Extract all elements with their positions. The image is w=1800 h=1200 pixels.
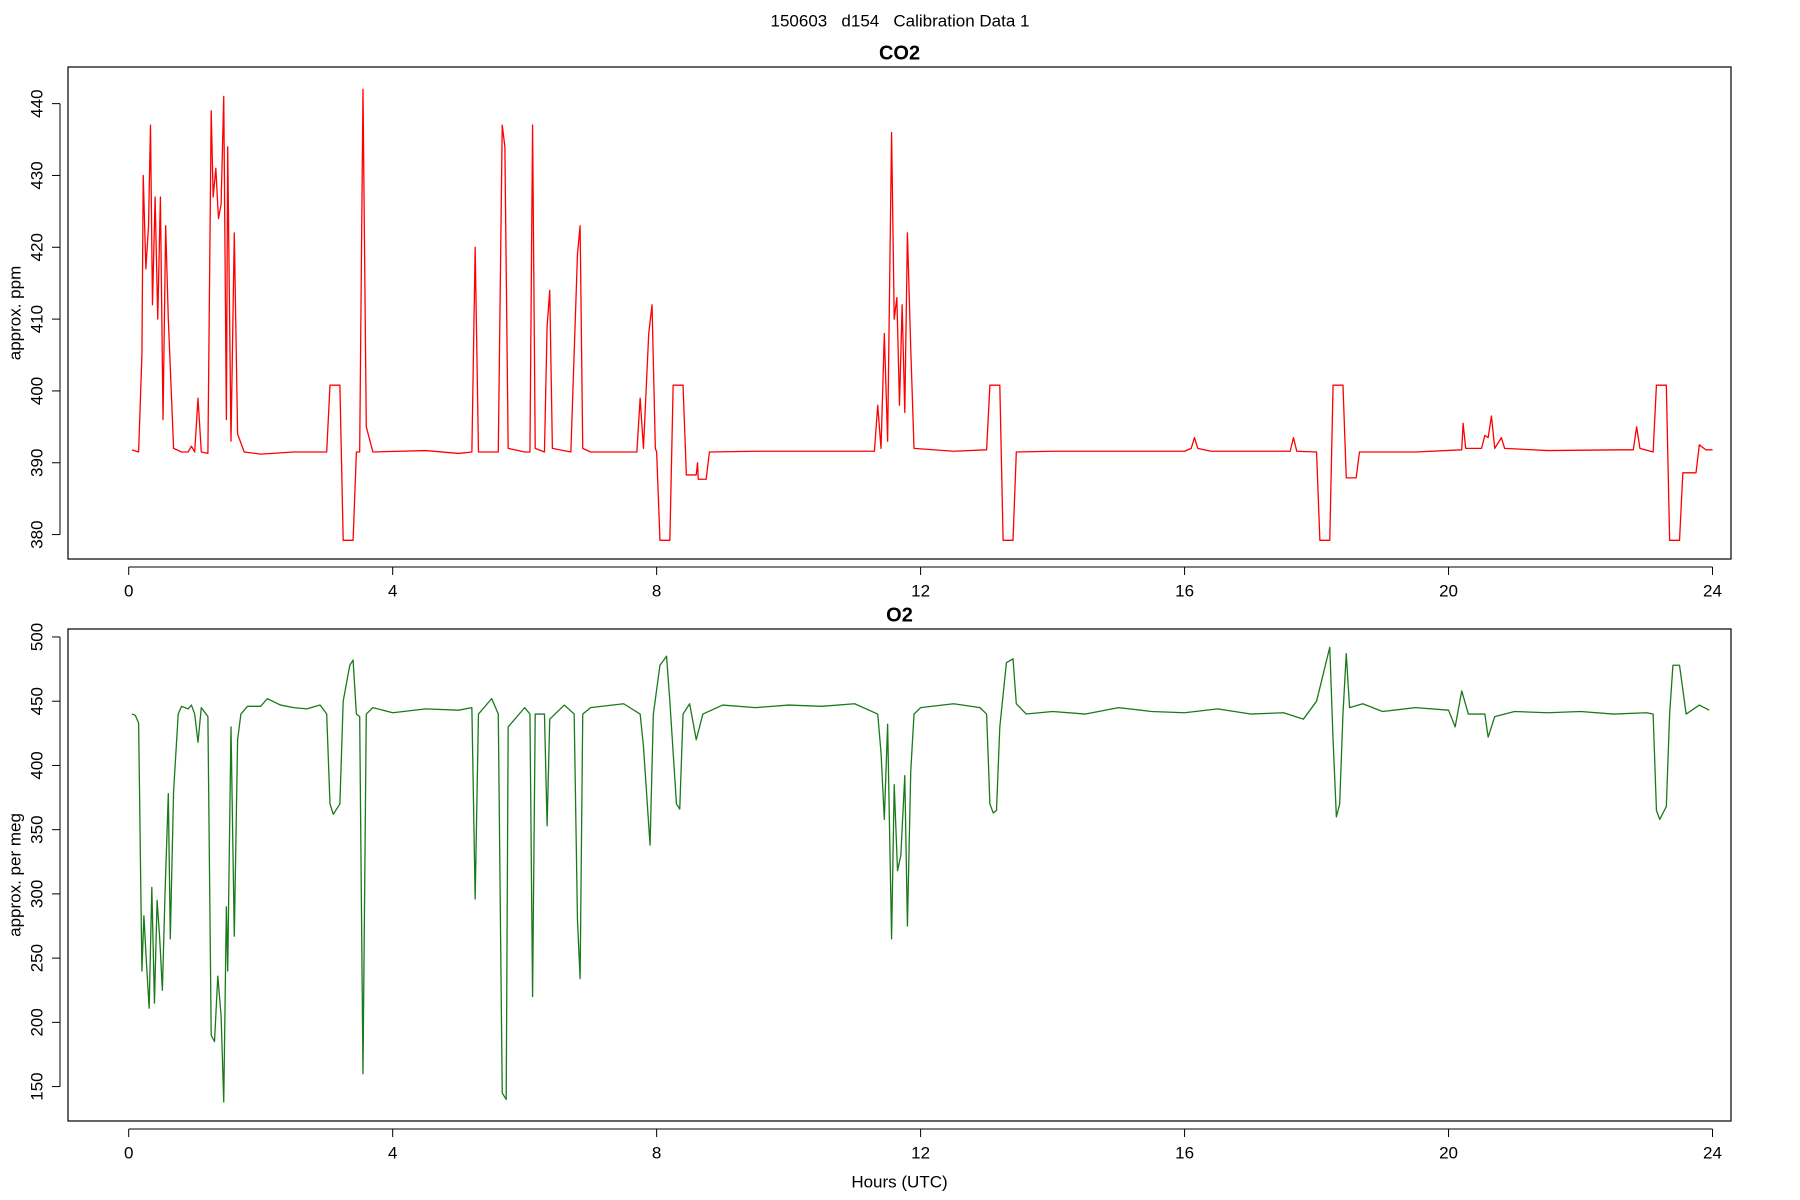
x-tick-label: 0 [124,581,133,600]
plot-frame [67,66,1732,560]
y-tick-label: 440 [27,89,46,117]
chart-title: CO2 [879,42,920,64]
x-tick-label: 24 [1703,1143,1722,1162]
data-line [131,646,1710,1103]
x-tick-label: 12 [911,1143,930,1162]
y-tick-label: 430 [27,161,46,189]
x-tick-label: 20 [1439,1143,1458,1162]
x-tick-label: 8 [652,1143,661,1162]
y-tick-label: 150 [27,1072,46,1100]
x-tick-label: 4 [388,581,397,600]
x-tick-label: 16 [1175,1143,1194,1162]
y-tick-label: 250 [27,944,46,972]
y-tick-label: 200 [27,1008,46,1036]
x-tick-label: 12 [911,581,930,600]
y-tick-label: 390 [27,449,46,477]
chart-title: O2 [886,604,913,626]
y-tick-label: 300 [27,880,46,908]
x-tick-label: 8 [652,581,661,600]
y-tick-label: 400 [27,377,46,405]
x-tick-label: 4 [388,1143,397,1162]
x-tick-label: 0 [124,1143,133,1162]
y-tick-label: 420 [27,233,46,261]
plot-frame [67,628,1732,1122]
x-axis-label: Hours (UTC) [851,1172,947,1191]
figure-title: 150603 d154 Calibration Data 1 [771,11,1030,30]
y-tick-label: 500 [27,623,46,651]
x-tick-label: 24 [1703,581,1722,600]
y-tick-label: 350 [27,815,46,843]
y-tick-label: 450 [27,687,46,715]
y-tick-label: 380 [27,520,46,548]
x-tick-label: 16 [1175,581,1194,600]
x-tick-label: 20 [1439,581,1458,600]
y-tick-label: 400 [27,751,46,779]
y-tick-label: 410 [27,305,46,333]
y-axis-label: approx. per meg [5,813,24,937]
data-line [131,88,1713,541]
y-axis-label: approx. ppm [5,266,24,361]
